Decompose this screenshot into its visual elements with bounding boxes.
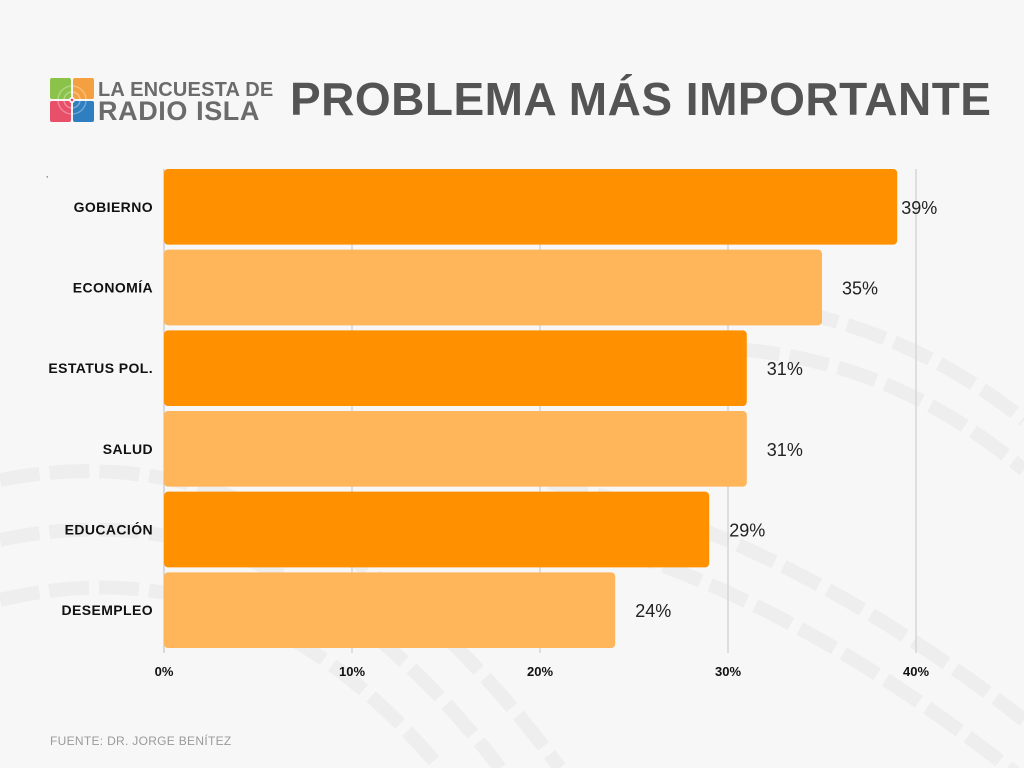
bar-educación <box>164 491 710 568</box>
logo: LA ENCUESTA DE RADIO ISLA <box>50 74 273 126</box>
category-label: ESTATUS POL. <box>48 360 153 376</box>
page-title: PROBLEMA MÁS IMPORTANTE <box>290 73 992 125</box>
x-tick-label: 20% <box>527 664 553 679</box>
logo-text: LA ENCUESTA DE RADIO ISLA <box>98 78 274 126</box>
category-label: SALUD <box>103 441 153 457</box>
category-label: DESEMPLEO <box>61 602 153 618</box>
category-label: EDUCACIÓN <box>65 521 153 538</box>
source-note: FUENTE: DR. JORGE BENÍTEZ <box>50 734 232 748</box>
radio-isla-logo-icon <box>50 78 94 122</box>
x-tick-label: 30% <box>715 664 741 679</box>
bar-salud <box>164 411 747 487</box>
x-tick-label: 10% <box>339 664 365 679</box>
value-label: 29% <box>729 521 765 541</box>
x-tick-label: 40% <box>903 664 929 679</box>
bar-estatus-pol- <box>164 330 747 406</box>
value-label: 35% <box>842 279 878 299</box>
bar-desempleo <box>164 572 616 648</box>
x-tick-label: 0% <box>155 664 174 679</box>
value-label: 24% <box>635 601 671 621</box>
value-label: 39% <box>901 198 937 218</box>
value-label: 31% <box>767 359 803 379</box>
bar-gobierno <box>164 169 898 245</box>
value-label: 31% <box>767 440 803 460</box>
category-label: ECONOMÍA <box>73 280 153 296</box>
stray-mark: , <box>46 170 49 179</box>
category-label: GOBIERNO <box>74 199 153 215</box>
logo-line-2: RADIO ISLA <box>98 95 261 126</box>
bar-economía <box>164 249 822 326</box>
logo-line-1: LA ENCUESTA DE <box>98 78 274 101</box>
